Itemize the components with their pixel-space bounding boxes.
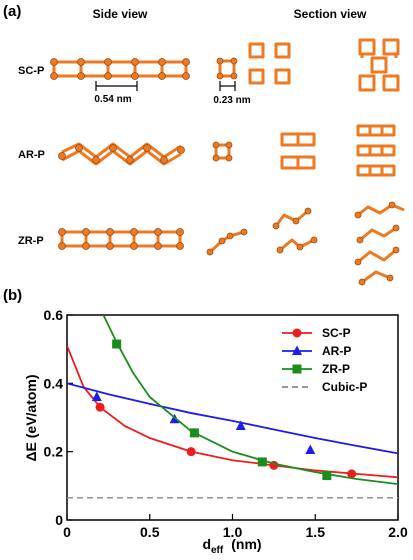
legend-label: SC-P (322, 326, 351, 340)
y-tick-label: 0 (55, 512, 63, 528)
point (112, 339, 122, 349)
fit-curve (102, 315, 398, 486)
row-label: AR-P (18, 149, 45, 161)
atoms (50, 57, 400, 286)
structures (50, 38, 405, 286)
point (95, 402, 105, 412)
heading: Section view (294, 7, 367, 21)
x-label-sub: eff (211, 545, 224, 555)
dimension-arrows (95, 81, 236, 91)
dimension: 0.54 nm (94, 94, 131, 105)
point (186, 447, 196, 457)
panel-label: (b) (3, 287, 22, 304)
fit-curve (67, 382, 398, 455)
x-label-unit: (nm) (231, 536, 261, 552)
plot-area (67, 315, 398, 499)
x-label-main: d (202, 536, 211, 552)
legend-label: ZR-P (322, 362, 350, 376)
panel-a: (a) Side view Section view SC-P AR-P ZR-… (3, 3, 405, 286)
y-tick-label: 0.4 (44, 375, 64, 391)
point (347, 469, 357, 479)
x-axis-label: deff (nm) (202, 536, 261, 555)
x-tick-label: 0.5 (140, 524, 160, 540)
point (189, 428, 199, 438)
point (322, 471, 332, 481)
x-tick-label: 1.0 (223, 524, 243, 540)
legend-label: AR-P (322, 344, 351, 358)
y-axis-label: ΔE (eV/atom) (23, 374, 39, 461)
point (305, 444, 316, 454)
point (257, 457, 267, 467)
legend-label: Cubic-P (322, 380, 367, 394)
y-tick-label: 0.6 (44, 307, 64, 323)
point (91, 391, 102, 401)
legend-marker (292, 364, 302, 374)
panel-label: (a) (3, 3, 21, 20)
legend-marker (292, 345, 302, 355)
legend-marker (292, 328, 302, 338)
row-label: ZR-P (18, 235, 44, 247)
x-tick-label: 0 (63, 524, 71, 540)
point (235, 420, 246, 431)
x-tick-label: 2.0 (388, 524, 408, 540)
panel-b: (b) ΔE (eV/atom) deff (nm) 0 0.5 1.0 1.5 2.0 0… (3, 287, 408, 556)
heading: Side view (93, 7, 148, 21)
y-tick-label: 0.2 (44, 444, 64, 460)
dimension: 0.23 nm (213, 95, 250, 106)
row-label: SC-P (18, 65, 44, 77)
x-tick-label: 1.5 (306, 524, 326, 540)
